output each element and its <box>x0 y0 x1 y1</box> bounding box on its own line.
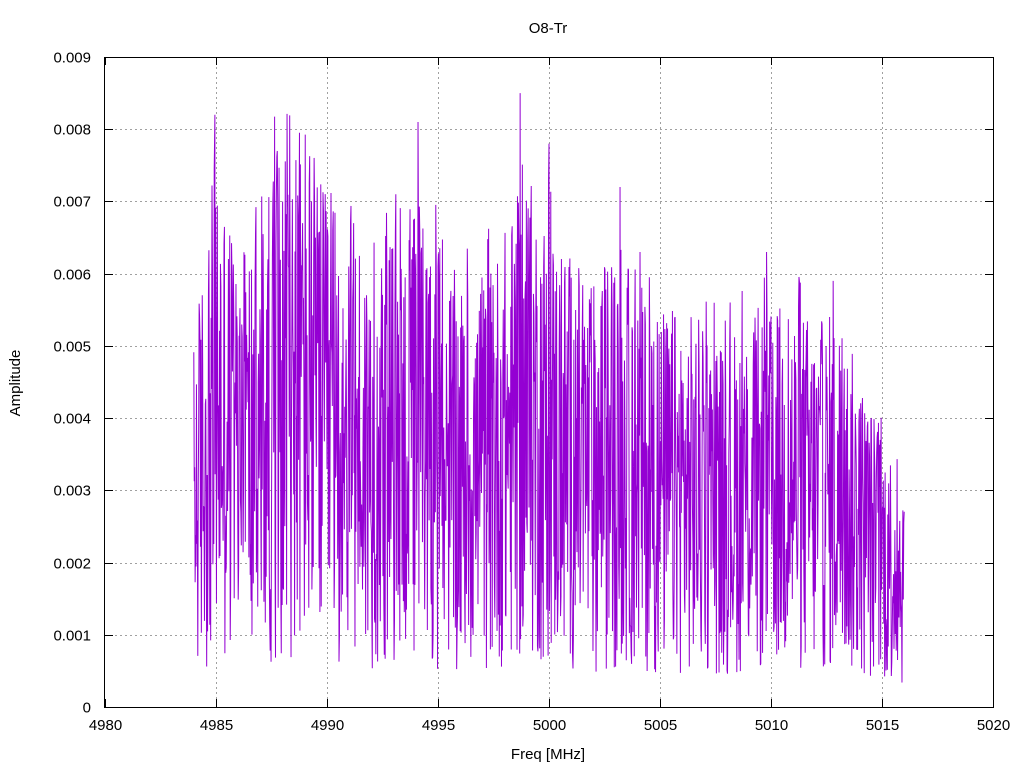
y-tick-label: 0.008 <box>53 122 91 139</box>
y-tick-label: 0 <box>83 700 91 717</box>
y-tick-label: 0.005 <box>53 339 91 356</box>
y-tick-label: 0.002 <box>53 556 91 573</box>
x-tick-label: 4980 <box>89 717 122 734</box>
x-tick-label: 4995 <box>422 717 455 734</box>
x-tick-label: 5005 <box>644 717 677 734</box>
tick-layer: 4980 4985 4990 4995 5000 5005 5010 5015 5020 0 0.0… <box>53 50 1010 735</box>
chart-title: O8-Tr <box>529 20 568 37</box>
y-tick-label: 0.004 <box>53 411 91 428</box>
x-tick-label: 5000 <box>533 717 566 734</box>
y-tick-label: 0.001 <box>53 628 91 645</box>
x-tick-label: 5020 <box>977 717 1010 734</box>
y-axis-label: Amplitude <box>7 350 24 417</box>
x-axis-label: Freq [MHz] <box>511 746 585 763</box>
x-tick-label: 5015 <box>866 717 899 734</box>
x-tick-label: 5010 <box>755 717 788 734</box>
y-tick-label: 0.006 <box>53 267 91 284</box>
series-layer <box>193 93 905 683</box>
x-tick-label: 4985 <box>200 717 233 734</box>
x-tick-label: 4990 <box>311 717 344 734</box>
y-tick-label: 0.009 <box>53 50 91 67</box>
amplitude-series-line <box>193 93 905 683</box>
y-tick-label: 0.007 <box>53 194 91 211</box>
y-tick-label: 0.003 <box>53 483 91 500</box>
